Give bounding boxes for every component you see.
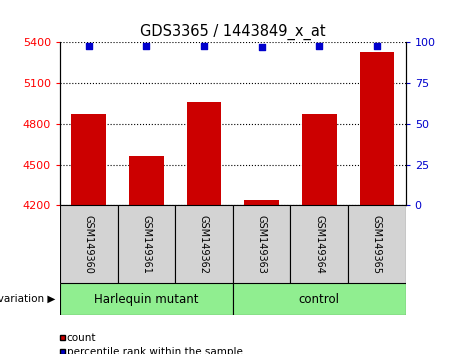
FancyBboxPatch shape <box>348 205 406 283</box>
FancyBboxPatch shape <box>60 205 118 283</box>
FancyBboxPatch shape <box>290 205 348 283</box>
Text: GSM149364: GSM149364 <box>314 215 324 274</box>
Text: GSM149360: GSM149360 <box>84 215 94 274</box>
FancyBboxPatch shape <box>233 205 290 283</box>
Bar <box>244 200 279 205</box>
FancyBboxPatch shape <box>233 283 406 315</box>
Point <box>373 43 381 48</box>
Point <box>315 43 323 48</box>
Bar <box>302 114 337 205</box>
FancyBboxPatch shape <box>60 283 233 315</box>
Point <box>85 43 92 48</box>
Title: GDS3365 / 1443849_x_at: GDS3365 / 1443849_x_at <box>140 23 325 40</box>
FancyBboxPatch shape <box>175 205 233 283</box>
Text: count: count <box>67 333 96 343</box>
Bar <box>360 52 394 205</box>
Text: percentile rank within the sample: percentile rank within the sample <box>67 347 243 354</box>
Text: Harlequin mutant: Harlequin mutant <box>94 293 199 306</box>
Text: GSM149363: GSM149363 <box>257 215 266 274</box>
Text: GSM149362: GSM149362 <box>199 215 209 274</box>
Point <box>258 45 266 50</box>
Text: genotype/variation ▶: genotype/variation ▶ <box>0 294 55 304</box>
Bar <box>187 102 221 205</box>
Point <box>200 43 207 48</box>
Text: GSM149365: GSM149365 <box>372 215 382 274</box>
Point <box>142 43 150 48</box>
Bar <box>71 114 106 205</box>
Text: GSM149361: GSM149361 <box>142 215 151 274</box>
Bar <box>129 156 164 205</box>
Text: control: control <box>299 293 340 306</box>
FancyBboxPatch shape <box>118 205 175 283</box>
